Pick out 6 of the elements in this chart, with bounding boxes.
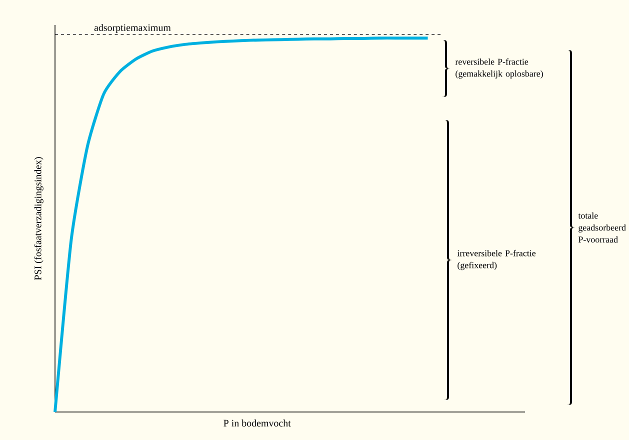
y-axis-title: PSI (fosfaatverzadigingsindex) (34, 157, 44, 280)
annotation: reversibele P-fractie (gemakkelijk oplosbare) (455, 58, 543, 79)
x-axis-title: P in bodemvocht (224, 419, 291, 427)
annotation: irreversibele P-fractie (gefixeerd) (457, 250, 536, 270)
ref-line-label: adsorptiemaximum (94, 24, 171, 34)
text: totale geadsorbeerd P-voorraad (578, 212, 626, 243)
